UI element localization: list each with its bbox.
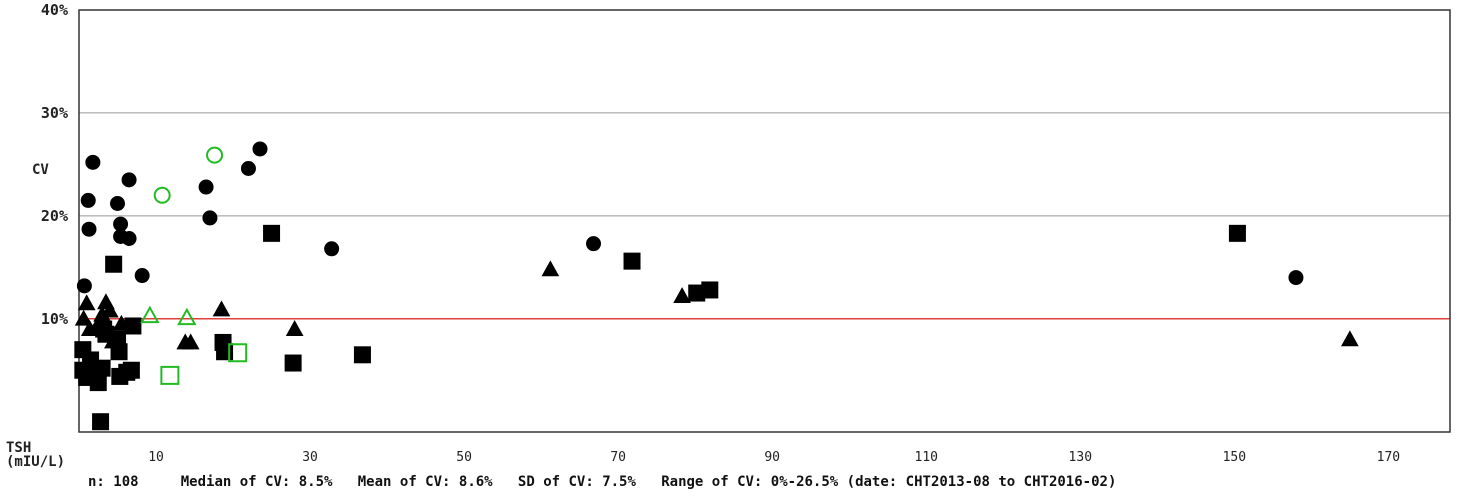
cv-scatter-chart: 10% 20% 30% 40% 10 30 50 70 90 110 130 150 170 CV T… xyxy=(6,1,1451,470)
x-tick-label: 150 xyxy=(1223,450,1246,465)
y-axis-label: CV xyxy=(32,162,49,178)
point-square-black xyxy=(105,255,123,273)
point-triangle-black xyxy=(87,317,106,334)
point-triangle-black xyxy=(112,314,131,331)
point-square-black xyxy=(263,224,281,242)
stat-sd: SD of CV: 7.5% xyxy=(517,474,636,490)
x-tick-label: 30 xyxy=(302,450,318,465)
x-tick-label: 50 xyxy=(456,450,472,465)
stat-n: n: 108 xyxy=(88,474,139,490)
y-tick-label: 30% xyxy=(41,104,68,122)
x-tick-label: 170 xyxy=(1377,450,1400,465)
point-triangle-black xyxy=(77,294,96,311)
point-square-black xyxy=(92,413,110,431)
stat-range: Range of CV: 0%-26.5% (date: CHT2013-08 … xyxy=(661,474,1117,490)
point-square-black xyxy=(623,252,641,270)
point-square-green xyxy=(228,343,248,363)
x-tick-label: 130 xyxy=(1069,450,1092,465)
point-circle-black xyxy=(198,179,214,195)
point-circle-black xyxy=(252,141,268,157)
x-tick-labels: 10 30 50 70 90 110 130 150 170 xyxy=(148,450,1400,465)
point-triangle-black xyxy=(285,320,304,336)
point-triangle-black xyxy=(212,300,231,317)
point-square-black xyxy=(353,346,371,364)
x-tick-label: 110 xyxy=(915,450,938,465)
point-square-black xyxy=(93,359,111,377)
x-tick-label: 70 xyxy=(610,450,626,465)
point-circle-black xyxy=(324,241,340,257)
point-circle-black xyxy=(81,221,97,237)
x-tick-label: 10 xyxy=(148,450,164,465)
x-tick-label: 90 xyxy=(764,450,780,465)
point-circle-black xyxy=(202,210,218,226)
point-square-green xyxy=(160,365,180,385)
y-tick-labels: 10% 20% 30% 40% xyxy=(41,1,68,328)
point-triangle-black xyxy=(673,287,691,304)
point-circle-black xyxy=(1288,270,1304,286)
point-circle-black xyxy=(110,196,126,212)
point-square-black xyxy=(1228,224,1246,242)
plot-frame xyxy=(78,9,1451,433)
point-circle-green xyxy=(153,186,171,204)
y-tick-label: 40% xyxy=(41,1,68,19)
point-circle-black xyxy=(134,268,150,284)
y-tick-label: 20% xyxy=(41,207,68,225)
point-square-black xyxy=(89,374,107,392)
point-triangle-black xyxy=(181,333,200,350)
point-square-black xyxy=(216,343,234,361)
point-circle-black xyxy=(121,230,137,246)
x-axis-label: TSH xyxy=(6,440,31,456)
point-circle-black xyxy=(586,236,602,252)
point-triangle-black xyxy=(541,260,560,277)
point-triangle-black xyxy=(100,301,119,318)
point-circle-black xyxy=(80,192,96,208)
data-points xyxy=(74,141,1359,431)
point-triangle-black xyxy=(1341,330,1359,347)
x-axis-unit: (mIU/L) xyxy=(6,454,65,470)
y-tick-label: 10% xyxy=(41,310,68,328)
stat-mean: Mean of CV: 8.6% xyxy=(357,474,493,490)
stat-median: Median of CV: 8.5% xyxy=(180,474,333,490)
point-triangle-green xyxy=(177,307,197,326)
summary-stats: n: 108 Median of CV: 8.5% Mean of CV: 8.… xyxy=(88,474,1116,490)
point-circle-black xyxy=(85,154,101,170)
point-square-black xyxy=(701,281,719,299)
point-circle-black xyxy=(240,161,256,177)
point-square-black xyxy=(122,361,140,379)
point-triangle-black xyxy=(104,332,122,349)
point-square-black xyxy=(284,354,302,372)
grid-layer xyxy=(79,9,1450,320)
point-circle-green xyxy=(206,146,224,164)
point-triangle-green xyxy=(140,305,160,324)
point-circle-black xyxy=(121,172,137,188)
point-triangle-black xyxy=(74,309,93,326)
point-circle-black xyxy=(76,278,92,294)
